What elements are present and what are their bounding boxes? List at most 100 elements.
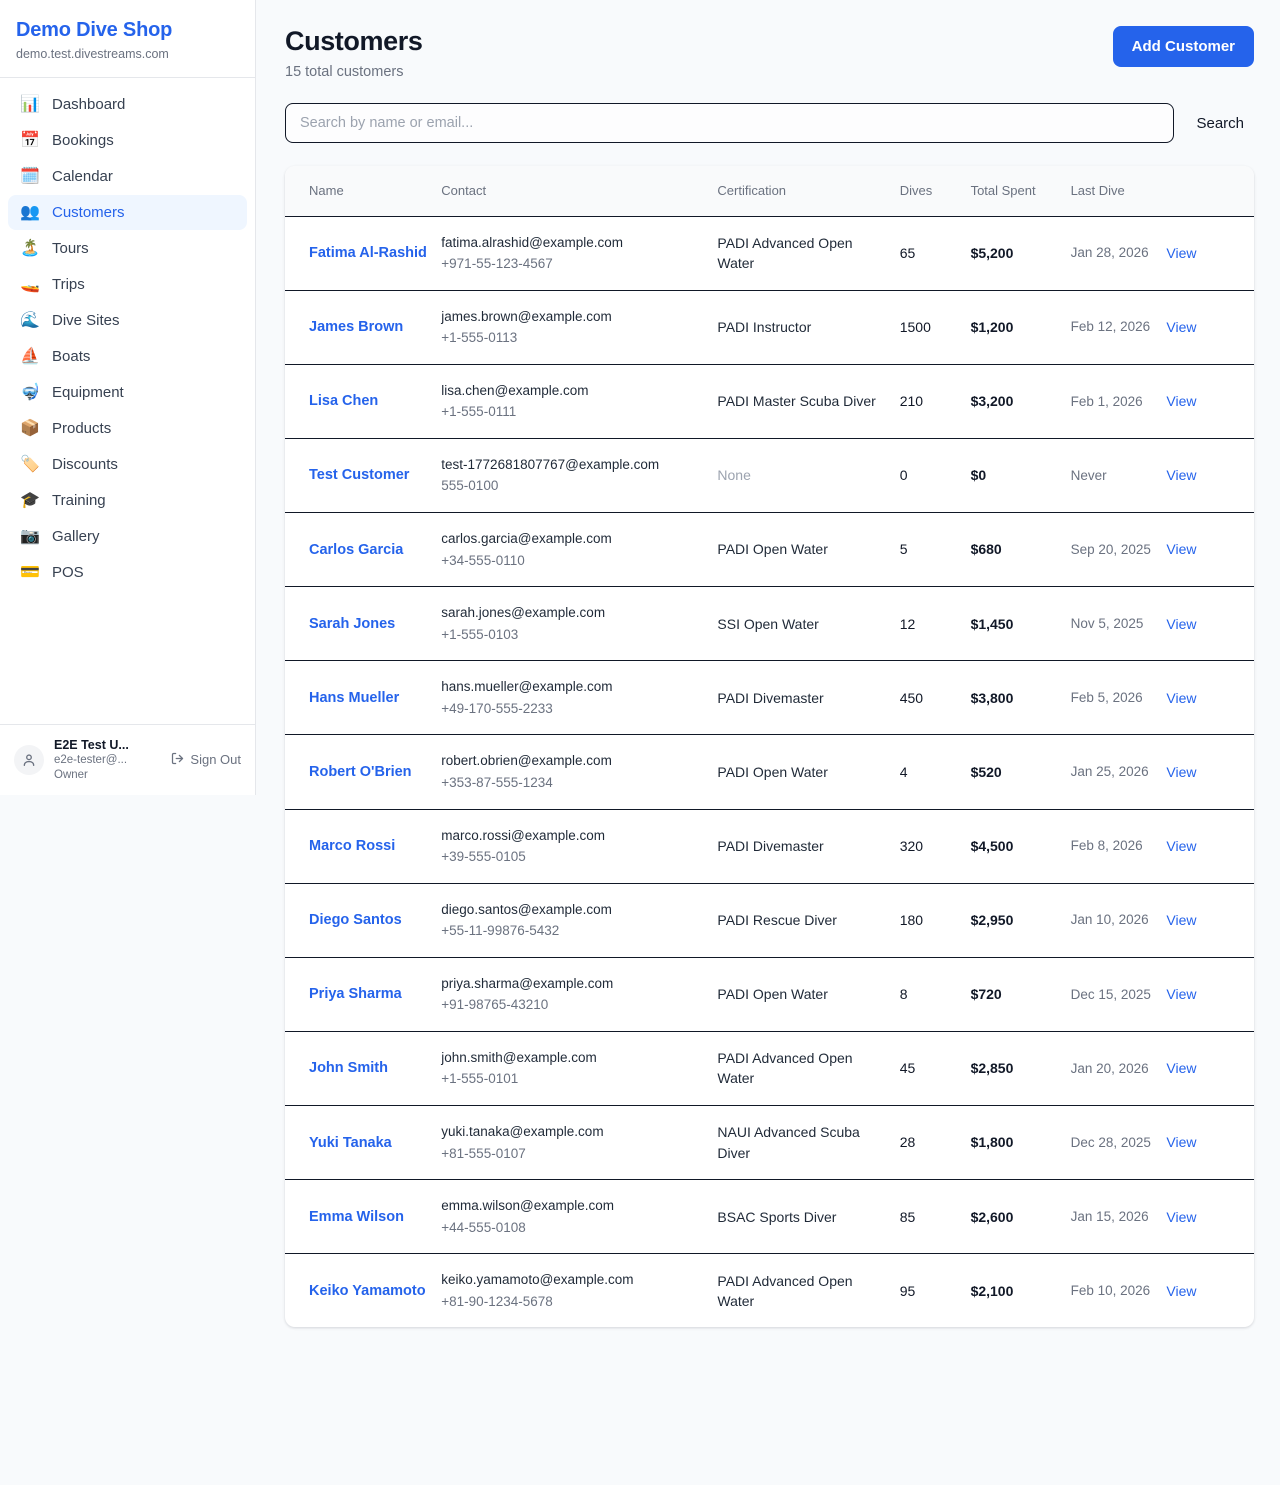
cell-last-dive: Nov 5, 2025	[1070, 586, 1167, 662]
view-customer-link[interactable]: View	[1166, 615, 1197, 632]
customer-email: emma.wilson@example.com	[441, 1198, 615, 1214]
view-customer-link[interactable]: View	[1166, 1134, 1197, 1151]
sidebar-item-label: Tours	[52, 240, 89, 257]
sidebar-item-boats[interactable]: ⛵ Boats	[8, 339, 247, 374]
view-customer-link[interactable]: View	[1166, 1060, 1197, 1077]
sidebar-item-products[interactable]: 📦 Products	[8, 411, 247, 446]
two-people-icon: 👥	[20, 203, 40, 221]
sidebar-item-trips[interactable]: 🚤 Trips	[8, 267, 247, 302]
customer-name-link[interactable]: Sarah Jones	[309, 615, 396, 632]
customer-name-link[interactable]: Test Customer	[309, 467, 410, 484]
graduation-cap-icon: 🎓	[20, 491, 40, 509]
customer-phone: +39-555-0105	[441, 849, 526, 865]
sidebar-item-customers[interactable]: 👥 Customers	[8, 195, 247, 230]
sidebar-item-gallery[interactable]: 📷 Gallery	[8, 519, 247, 554]
view-customer-link[interactable]: View	[1166, 1282, 1197, 1299]
table-row: Sarah Jones sarah.jones@example.com +1-555…	[285, 586, 1254, 662]
cell-contact: robert.obrien@example.com +353-87-555-123…	[441, 734, 718, 810]
customer-count: 15 total customers	[285, 64, 404, 80]
user-email: e2e-tester@...	[54, 754, 128, 767]
column-header-total-spent: Total Spent	[970, 166, 1071, 217]
diving-mask-icon: 🤿	[20, 383, 40, 401]
customers-table-card: Name Contact Certification Dives Total Spent…	[285, 166, 1254, 1328]
sidebar-item-tours[interactable]: 🏝️ Tours	[8, 231, 247, 266]
sidebar-item-pos[interactable]: 💳 POS	[8, 555, 247, 590]
cell-total-spent: $680	[970, 512, 1071, 588]
camera-icon: 📷	[20, 527, 40, 545]
brand-block: Demo Dive Shop demo.test.divestreams.com	[0, 0, 255, 78]
customer-email: robert.obrien@example.com	[441, 753, 612, 769]
search-input[interactable]	[285, 103, 1175, 143]
view-customer-link[interactable]: View	[1166, 837, 1197, 854]
view-customer-link[interactable]: View	[1166, 986, 1197, 1003]
cell-total-spent: $1,800	[970, 1105, 1071, 1181]
cell-certification: PADI Open Water	[717, 734, 900, 810]
cell-name: Carlos Garcia	[285, 512, 442, 588]
cell-actions: View	[1166, 883, 1254, 958]
view-customer-link[interactable]: View	[1166, 689, 1197, 706]
customer-name-link[interactable]: Keiko Yamamoto	[309, 1282, 426, 1299]
avatar	[14, 744, 44, 775]
cell-actions: View	[1166, 1254, 1254, 1328]
brand-subtitle: demo.test.divestreams.com	[16, 47, 169, 61]
cell-total-spent: $3,200	[970, 364, 1071, 439]
customer-name-link[interactable]: Marco Rossi	[309, 838, 396, 855]
cell-name: Fatima Al-Rashid	[285, 216, 442, 291]
customer-name-link[interactable]: John Smith	[309, 1060, 388, 1077]
sidebar-item-dashboard[interactable]: 📊 Dashboard	[8, 87, 247, 122]
cell-dives: 12	[899, 586, 971, 662]
cell-actions: View	[1166, 957, 1254, 1032]
cell-contact: hans.mueller@example.com +49-170-555-2233	[441, 660, 718, 736]
sidebar-item-training[interactable]: 🎓 Training	[8, 483, 247, 518]
sidebar-item-dive-sites[interactable]: 🌊 Dive Sites	[8, 303, 247, 338]
customer-phone: +44-555-0108	[441, 1219, 526, 1235]
customer-email: yuki.tanaka@example.com	[441, 1124, 604, 1140]
customer-name-link[interactable]: Carlos Garcia	[309, 541, 404, 558]
view-customer-link[interactable]: View	[1166, 467, 1197, 484]
customer-phone: +971-55-123-4567	[441, 256, 553, 272]
view-customer-link[interactable]: View	[1166, 912, 1197, 929]
cell-dives: 95	[899, 1282, 916, 1299]
sidebar-item-calendar[interactable]: 🗓️ Calendar	[8, 159, 247, 194]
customer-name-link[interactable]: Fatima Al-Rashid	[309, 245, 427, 262]
credit-card-icon: 💳	[20, 563, 40, 581]
customer-email: sarah.jones@example.com	[441, 605, 606, 621]
view-customer-link[interactable]: View	[1166, 244, 1197, 261]
cell-actions: View	[1166, 660, 1254, 736]
cell-contact: james.brown@example.com +1-555-0113	[441, 290, 718, 365]
cell-contact: priya.sharma@example.com +91-98765-43210	[441, 957, 718, 1032]
table-row: Marco Rossi marco.rossi@example.com +39-55…	[285, 809, 1254, 884]
view-customer-link[interactable]: View	[1166, 1208, 1197, 1225]
view-customer-link[interactable]: View	[1166, 393, 1197, 410]
add-customer-button[interactable]: Add Customer	[1112, 26, 1254, 67]
customer-name-link[interactable]: James Brown	[309, 319, 404, 336]
cell-name: Robert O'Brien	[285, 734, 442, 810]
view-customer-link[interactable]: View	[1166, 763, 1197, 780]
sidebar-item-label: Bookings	[52, 132, 114, 149]
sidebar-item-equipment[interactable]: 🤿 Equipment	[8, 375, 247, 410]
sign-out-button[interactable]: Sign Out	[170, 751, 241, 769]
customer-name-link[interactable]: Robert O'Brien	[309, 763, 412, 780]
cell-last-dive: Feb 1, 2026	[1070, 364, 1167, 439]
cell-certification: PADI Open Water	[717, 512, 900, 588]
cell-last-dive: Jan 10, 2026	[1070, 883, 1167, 958]
column-header-certification: Certification	[717, 166, 900, 217]
customer-name-link[interactable]: Yuki Tanaka	[309, 1134, 392, 1151]
cell-last-dive: Jan 25, 2026	[1070, 734, 1167, 810]
view-customer-link[interactable]: View	[1166, 319, 1197, 336]
search-button[interactable]: Search	[1186, 109, 1254, 138]
cell-certification: SSI Open Water	[717, 586, 900, 662]
cell-dives: 320	[899, 809, 971, 884]
customer-name-link[interactable]: Emma Wilson	[309, 1208, 404, 1225]
sidebar-item-bookings[interactable]: 📅 Bookings	[8, 123, 247, 158]
customer-name-link[interactable]: Lisa Chen	[309, 393, 379, 410]
sidebar-item-discounts[interactable]: 🏷️ Discounts	[8, 447, 247, 482]
customer-name-link[interactable]: Diego Santos	[309, 912, 402, 929]
view-customer-link[interactable]: View	[1166, 541, 1197, 558]
sidebar-item-label: Products	[52, 420, 112, 437]
customer-name-link[interactable]: Hans Mueller	[309, 689, 400, 706]
customer-name-link[interactable]: Priya Sharma	[309, 986, 402, 1003]
customer-email: james.brown@example.com	[441, 308, 612, 324]
user-role: Owner	[54, 769, 88, 782]
cell-total-spent: $0	[970, 438, 1071, 514]
